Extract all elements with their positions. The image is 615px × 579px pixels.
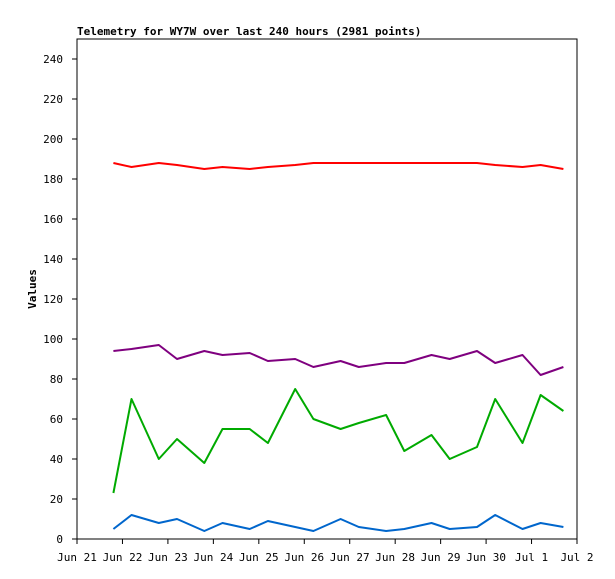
x-tick-label: Jun 23 [148,551,188,564]
series-line-0 [113,162,564,170]
y-tick-label: 180 [43,173,63,186]
y-tick-label: 200 [43,133,63,146]
y-tick-label: 20 [50,493,63,506]
x-tick-label: Jun 30 [466,551,506,564]
x-tick-label: Jun 28 [375,551,415,564]
y-tick-label: 140 [43,253,63,266]
plot-frame [76,38,578,540]
series-line-3 [112,514,564,532]
y-tick-label: 0 [56,533,63,546]
y-axis: 0 20 40 60 80 100 120 140 160 180 200 220 240 [43,53,77,546]
y-tick-label: 240 [43,53,63,66]
y-tick-label: 60 [50,413,63,426]
y-tick-label: 40 [50,453,63,466]
x-tick-label: Jun 27 [330,551,370,564]
y-tick-label: 120 [43,293,63,306]
series-line-2 [112,388,564,494]
x-tick-label: Jun 21 [57,551,97,564]
y-tick-label: 100 [43,333,63,346]
y-tick-label: 160 [43,213,63,226]
y-tick-label: 220 [43,93,63,106]
chart-title: Telemetry for WY7W over last 240 hours (… [77,25,421,38]
x-tick-label: Jun 25 [239,551,279,564]
series-group [112,162,564,532]
x-tick-label: Jun 24 [193,551,233,564]
y-axis-label: Values [26,269,39,309]
x-tick-label: Jul 2 [560,551,593,564]
x-tick-label: Jun 29 [421,551,461,564]
x-tick-label: Jun 26 [284,551,324,564]
x-tick-label: Jun 22 [103,551,143,564]
y-tick-label: 80 [50,373,63,386]
x-axis: Jun 21 Jun 22 Jun 23 Jun 24 Jun 25 Jun 26 Jun … [57,539,594,564]
x-tick-label: Jul 1 [515,551,548,564]
series-line-1 [113,344,564,376]
